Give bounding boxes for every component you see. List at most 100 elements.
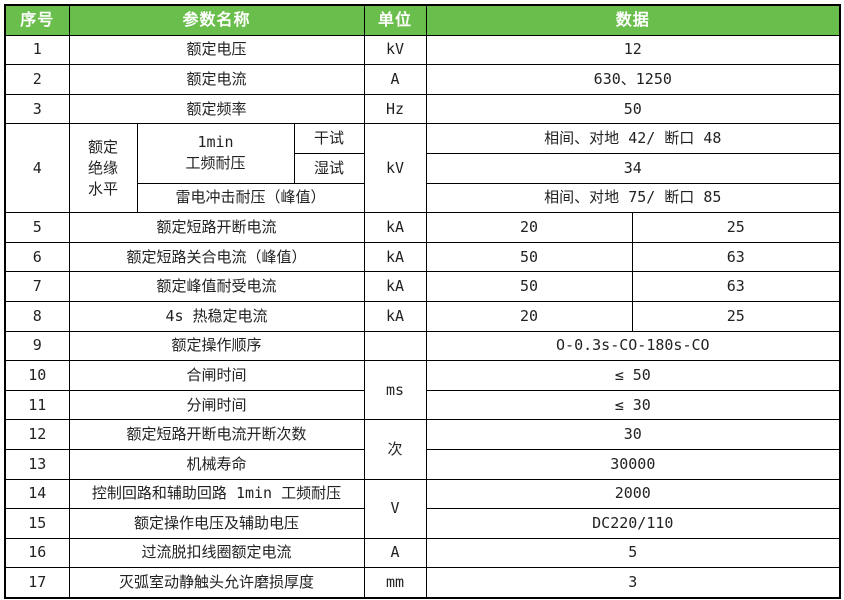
row-4-wet-label: 湿试 [293, 152, 365, 184]
row-15-data: DC220/110 [425, 508, 841, 539]
row-12-index: 12 [4, 419, 70, 450]
row-7-data-1: 50 [425, 271, 633, 302]
row-3-name: 额定频率 [68, 93, 365, 125]
row-11-data: ≤ 30 [425, 389, 841, 421]
table-row: 湿试 34 [5, 152, 841, 184]
row-10-index: 10 [4, 360, 70, 391]
row-12-name: 额定短路开断电流开断次数 [68, 419, 365, 450]
row-6-data-2: 63 [631, 241, 841, 273]
row-11-index: 11 [4, 389, 70, 421]
row-2-unit: A [363, 64, 427, 95]
col-header-name: 参数名称 [68, 4, 365, 36]
row-10-data: ≤ 50 [425, 360, 841, 391]
row-14-data: 2000 [425, 478, 841, 510]
table-row: 14 控制回路和辅助回路 1min 工频耐压 V 2000 [4, 478, 841, 539]
row-16-data: 5 [425, 537, 841, 569]
row-2-name: 额定电流 [68, 64, 365, 95]
row-2-index: 2 [4, 64, 70, 95]
table-row: 16 过流脱扣线圈额定电流 A 5 [4, 537, 841, 569]
row-16-unit: A [363, 537, 427, 569]
row-9-data: O-0.3s-CO-180s-CO [425, 330, 841, 362]
row-4-impulse-name: 雷电冲击耐压（峰值） [136, 182, 365, 214]
row-14-15-unit: V [363, 478, 427, 539]
row-6-name: 额定短路关合电流（峰值） [68, 241, 365, 273]
row-11-name: 分闸时间 [68, 389, 365, 421]
table-row: 5 额定短路开断电流 kA 20 25 [4, 212, 841, 243]
row-14-index: 14 [4, 478, 70, 510]
row-8-data-2: 25 [631, 300, 841, 332]
row-12-data: 30 [425, 419, 841, 450]
row-4-group-name: 额定 绝缘 水平 [68, 123, 138, 214]
table-row: 雷电冲击耐压（峰值） 相间、对地 75/ 断口 85 [5, 182, 841, 214]
row-5-data-2: 25 [631, 212, 841, 243]
table-row: 9 额定操作顺序 O-0.3s-CO-180s-CO [4, 330, 841, 362]
row-9-unit [363, 330, 427, 362]
row-10-11-unit: ms [363, 360, 427, 421]
row-12-13-unit: 次 [363, 419, 427, 480]
row-3-index: 3 [4, 93, 70, 125]
row-9-index: 9 [4, 330, 70, 362]
row-5-index: 5 [4, 212, 70, 243]
row-15-name: 额定操作电压及辅助电压 [68, 508, 365, 539]
row-13-name: 机械寿命 [68, 448, 365, 480]
row-13-data: 30000 [425, 448, 841, 480]
row-8-name: 4s 热稳定电流 [68, 300, 365, 332]
row-1-name: 额定电压 [68, 34, 365, 66]
row-1-data: 12 [425, 34, 841, 66]
row-10-name: 合闸时间 [68, 360, 365, 391]
table-row: 3 额定频率 Hz 50 [4, 93, 841, 125]
row-4-unit: kV [363, 123, 427, 214]
row-16-index: 16 [4, 537, 70, 569]
row-1-unit: kV [363, 34, 427, 66]
col-header-data: 数据 [425, 4, 841, 36]
table-row: 8 4s 热稳定电流 kA 20 25 [4, 300, 841, 332]
row-17-data: 3 [425, 567, 841, 599]
row-17-unit: mm [363, 567, 427, 599]
row-8-index: 8 [4, 300, 70, 332]
row-3-data: 50 [425, 93, 841, 125]
row-15-index: 15 [4, 508, 70, 539]
col-header-unit: 单位 [363, 4, 427, 36]
row-4-index: 4 [4, 123, 70, 214]
row-7-unit: kA [363, 271, 427, 302]
row-4-impulse-data: 相间、对地 75/ 断口 85 [425, 182, 841, 214]
row-1-index: 1 [4, 34, 70, 66]
row-4-dry-label: 干试 [293, 123, 365, 154]
row-14-name: 控制回路和辅助回路 1min 工频耐压 [68, 478, 365, 510]
table-row: 2 额定电流 A 630、1250 [4, 64, 841, 95]
row-16-name: 过流脱扣线圈额定电流 [68, 537, 365, 569]
table-row: 15 额定操作电压及辅助电压 DC220/110 [4, 508, 841, 539]
table-row: 11 分闸时间 ≤ 30 [4, 389, 841, 421]
table-row: 7 额定峰值耐受电流 kA 50 63 [4, 271, 841, 302]
row-7-index: 7 [4, 271, 70, 302]
table-row: 12 额定短路开断电流开断次数 次 30 [4, 419, 841, 480]
row-8-data-1: 20 [425, 300, 633, 332]
spec-table: 序号 参数名称 单位 数据 1 额定电压 kV 12 2 额定电流 A 630、… [4, 4, 842, 599]
table-row: 6 额定短路关合电流（峰值） kA 50 63 [4, 241, 841, 273]
col-header-index: 序号 [4, 4, 70, 36]
row-4-dry-data: 相间、对地 42/ 断口 48 [425, 123, 841, 154]
row-4-wet-data: 34 [425, 152, 841, 184]
row-8-unit: kA [363, 300, 427, 332]
row-6-data-1: 50 [425, 241, 633, 273]
table-row: 10 合闸时间 ms ≤ 50 [4, 360, 841, 421]
row-6-unit: kA [363, 241, 427, 273]
row-9-name: 额定操作顺序 [68, 330, 365, 362]
header-row: 序号 参数名称 单位 数据 [4, 4, 841, 36]
row-7-name: 额定峰值耐受电流 [68, 271, 365, 302]
row-7-data-2: 63 [631, 271, 841, 302]
row-17-name: 灭弧室动静触头允许磨损厚度 [68, 567, 365, 599]
row-5-name: 额定短路开断电流 [68, 212, 365, 243]
row-3-unit: Hz [363, 93, 427, 125]
table-row: 17 灭弧室动静触头允许磨损厚度 mm 3 [4, 567, 841, 599]
row-5-data-1: 20 [425, 212, 633, 243]
row-4-powerfreq-name: 1min 工频耐压 [136, 123, 295, 184]
table-row: 4 额定 绝缘 水平 1min 工频耐压 干试 kV 相间、对地 42/ 断口 … [4, 123, 841, 214]
row-5-unit: kA [363, 212, 427, 243]
row-13-index: 13 [4, 448, 70, 480]
table-row: 1 额定电压 kV 12 [4, 34, 841, 66]
row-6-index: 6 [4, 241, 70, 273]
row-2-data: 630、1250 [425, 64, 841, 95]
row-17-index: 17 [4, 567, 70, 599]
